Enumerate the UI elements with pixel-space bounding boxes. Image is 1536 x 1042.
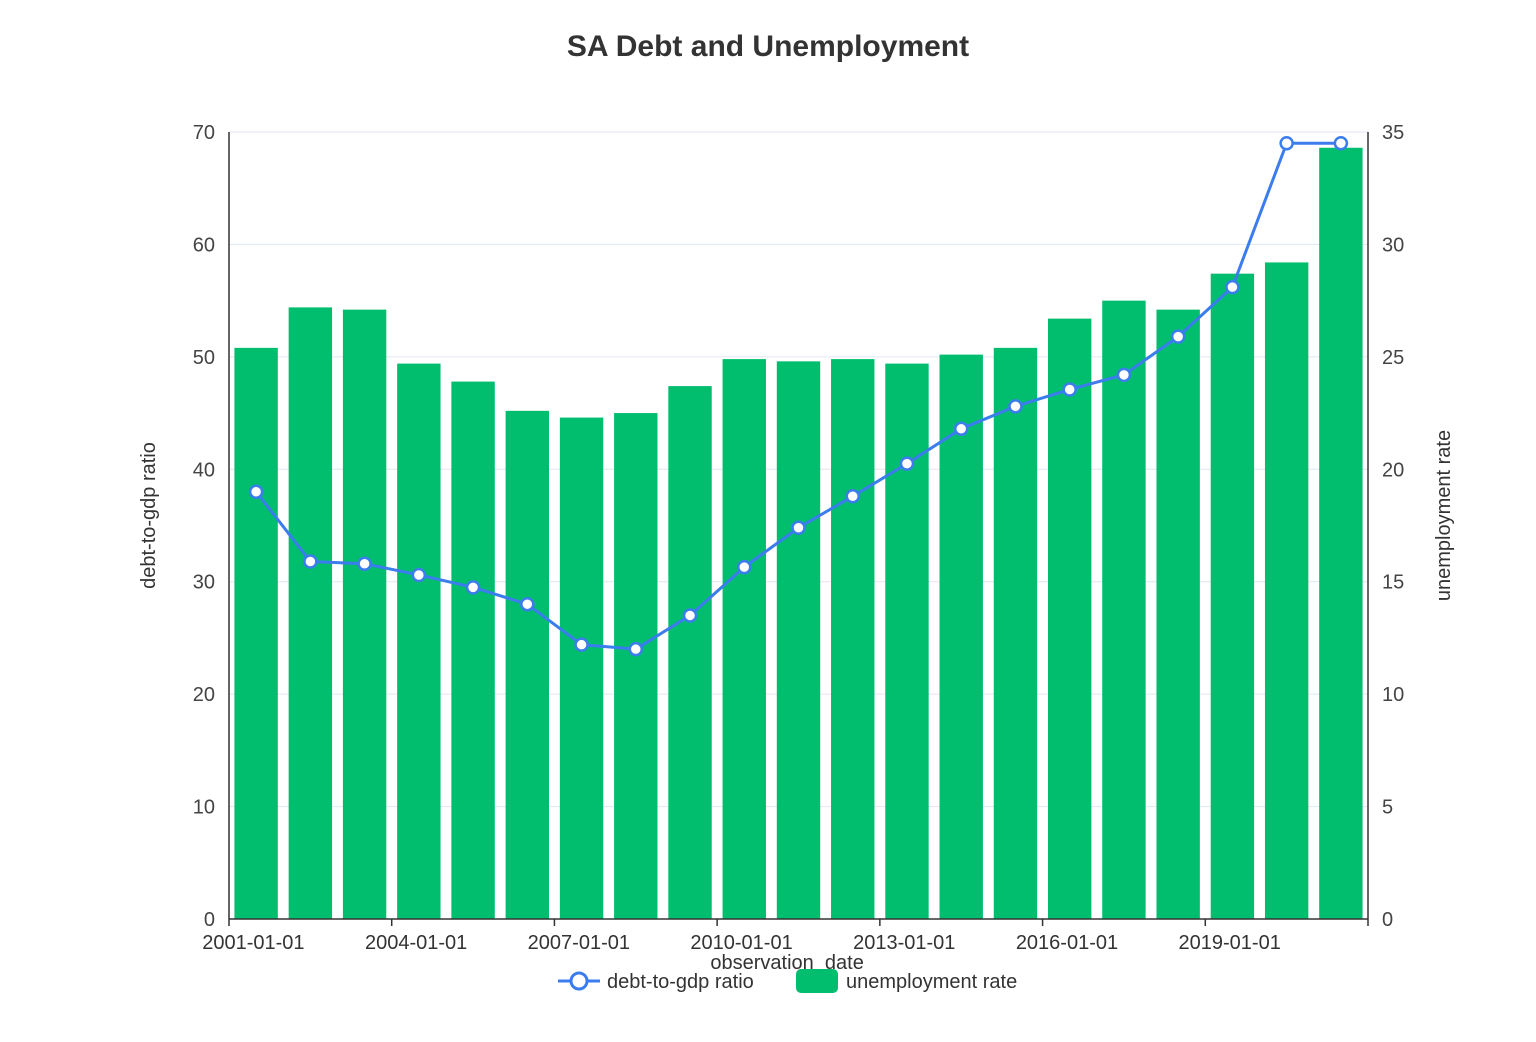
bar [1319, 147, 1363, 920]
y-left-tick-label: 60 [193, 234, 215, 256]
x-axis-title: observation_date [710, 952, 863, 974]
line-point [682, 608, 698, 623]
line-point [1116, 367, 1132, 383]
y-right-tick-label: 0 [1382, 909, 1393, 931]
y-left-tick-label: 40 [193, 459, 215, 481]
bar [451, 381, 495, 919]
bar [668, 386, 712, 919]
line-point [465, 580, 481, 595]
bar [234, 347, 278, 919]
y-right-tick-label: 5 [1382, 797, 1393, 819]
bar [288, 307, 333, 920]
line-layer [248, 135, 1349, 657]
line-point [628, 641, 644, 657]
line-point [1062, 382, 1077, 397]
line-point [574, 637, 589, 652]
line-point [791, 520, 806, 535]
y-left-tick-label: 20 [193, 684, 215, 706]
x-tick-label: 2007-01-01 [528, 932, 630, 954]
line-point [845, 489, 860, 504]
y-left-tick-label: 50 [193, 347, 215, 369]
y-left-tick-label: 10 [193, 797, 215, 819]
y-left-tick-label: 70 [193, 122, 215, 144]
legend-label-unemployment: unemployment rate [846, 971, 1017, 993]
y-left-tick-label: 30 [193, 572, 215, 594]
x-tick-label: 2013-01-01 [853, 932, 955, 954]
line-point [1008, 399, 1023, 414]
bar [993, 347, 1038, 919]
line-point [303, 554, 318, 569]
chart-title: SA Debt and Unemployment [566, 30, 970, 63]
y-right-tick-label: 10 [1382, 684, 1404, 706]
y-right-tick-label: 25 [1382, 347, 1404, 369]
y-right-tick-label: 15 [1382, 572, 1404, 594]
bar [397, 363, 441, 919]
bar [614, 413, 658, 919]
line-point [520, 596, 535, 612]
bar [831, 359, 875, 919]
bar [342, 309, 387, 919]
line-point [357, 556, 372, 571]
x-tick-label: 2010-01-01 [690, 932, 792, 954]
x-tick-label: 2004-01-01 [365, 932, 467, 954]
y-right-tick-label: 35 [1382, 122, 1404, 144]
x-tick-label: 2001-01-01 [202, 932, 304, 954]
legend-bar-icon [796, 969, 838, 993]
line-point [899, 456, 915, 471]
line-point [953, 421, 969, 437]
bar [1102, 300, 1146, 920]
bar-layer [234, 147, 1363, 920]
line-point [1170, 329, 1186, 344]
line-point [737, 559, 752, 575]
x-tick-label: 2016-01-01 [1016, 932, 1118, 954]
bar [1156, 309, 1200, 919]
bar [1047, 318, 1092, 919]
legend-label-debt: debt-to-gdp ratio [607, 971, 754, 993]
bar [939, 354, 983, 919]
bar [722, 359, 766, 919]
line-point [1333, 135, 1349, 151]
y-right-tick-label: 30 [1382, 234, 1404, 256]
label-layer: 0 10 20 30 40 50 60 70 0 5 10 15 20 25 30 35 2001-01-01 2… [138, 122, 1455, 974]
y-right-axis-title: unemployment rate [1433, 430, 1455, 601]
line-point [411, 567, 427, 583]
bar [776, 361, 821, 920]
line-point [1225, 279, 1240, 295]
y-right-tick-label: 20 [1382, 459, 1404, 481]
bar [1210, 273, 1255, 919]
line-point [1279, 135, 1294, 151]
bar [1264, 262, 1309, 920]
y-left-tick-label: 0 [204, 909, 215, 931]
line-point [248, 484, 264, 500]
bar [505, 410, 550, 919]
legend-marker-icon [569, 971, 589, 991]
axis-layer [228, 132, 1369, 926]
x-tick-label: 2019-01-01 [1179, 932, 1281, 954]
bar [885, 363, 929, 919]
legend-layer: debt-to-gdp ratio unemployment rate [558, 969, 1017, 993]
y-left-axis-title: debt-to-gdp ratio [138, 442, 160, 589]
bar [559, 417, 604, 919]
